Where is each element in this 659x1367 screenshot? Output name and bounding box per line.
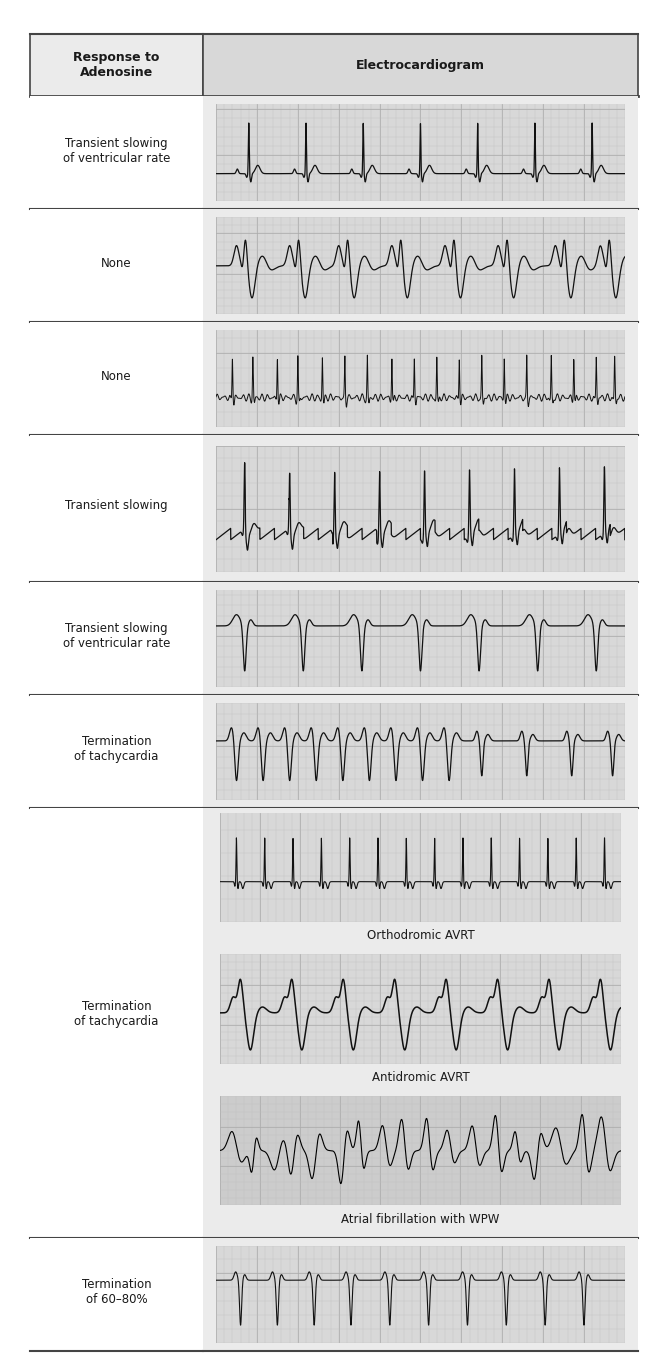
Text: None: None <box>101 257 132 271</box>
Text: Atrial fibrillation with WPW: Atrial fibrillation with WPW <box>341 1213 500 1226</box>
Text: None: None <box>101 370 132 383</box>
Text: Response to
Adenosine: Response to Adenosine <box>73 51 159 79</box>
Text: Orthodromic AVRT: Orthodromic AVRT <box>366 930 474 942</box>
Text: Antidromic AVRT: Antidromic AVRT <box>372 1072 469 1084</box>
Text: Termination
of tachycardia: Termination of tachycardia <box>74 1001 159 1028</box>
Text: Transient slowing: Transient slowing <box>65 499 167 513</box>
Text: Termination
of tachycardia: Termination of tachycardia <box>74 735 159 763</box>
Text: Electrocardiogram: Electrocardiogram <box>356 59 485 71</box>
Text: Transient slowing
of ventricular rate: Transient slowing of ventricular rate <box>63 137 170 164</box>
Text: Termination
of 60–80%: Termination of 60–80% <box>82 1278 151 1305</box>
Text: Transient slowing
of ventricular rate: Transient slowing of ventricular rate <box>63 622 170 651</box>
